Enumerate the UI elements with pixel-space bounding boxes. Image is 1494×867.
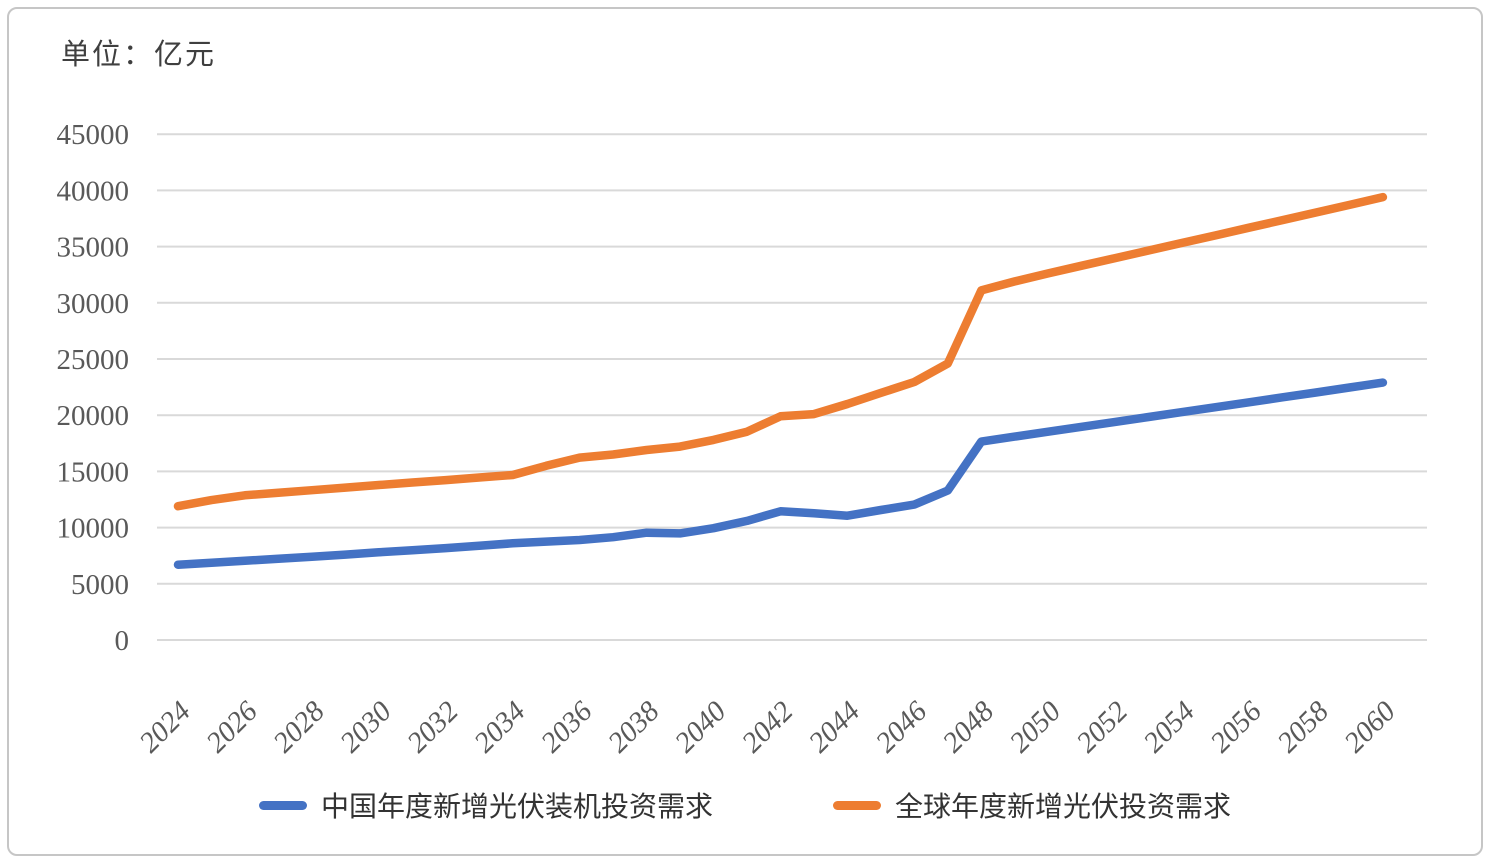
x-axis-tick-label: 2032	[401, 695, 465, 759]
y-axis-tick-label: 25000	[57, 344, 130, 376]
legend-item-china: 中国年度新增光伏装机投资需求	[258, 785, 713, 825]
y-axis-tick-label: 45000	[57, 119, 130, 151]
legend-label-global: 全球年度新增光伏投资需求	[895, 792, 1232, 823]
legend-item-global: 全球年度新增光伏投资需求	[833, 785, 1231, 825]
series-line-0	[173, 378, 1388, 569]
chart-legend: 中国年度新增光伏装机投资需求 全球年度新增光伏投资需求	[9, 785, 1481, 825]
x-axis-tick-label: 2034	[468, 695, 532, 759]
legend-swatch-china	[258, 800, 307, 810]
x-axis-tick-label: 2030	[334, 695, 398, 759]
x-axis-tick-label: 2052	[1070, 695, 1134, 759]
x-axis-tick-label: 2024	[133, 695, 197, 759]
x-axis-tick-label: 2028	[267, 695, 331, 759]
y-axis-tick-label: 30000	[57, 288, 130, 320]
x-axis-tick-label: 2060	[1338, 695, 1402, 759]
y-axis-tick-label: 15000	[57, 456, 130, 488]
x-axis-tick-label: 2058	[1271, 695, 1335, 759]
legend-label-china: 中国年度新增光伏装机投资需求	[320, 792, 713, 823]
x-axis-tick-label: 2026	[200, 695, 264, 759]
chart-card: 单位：亿元 0 5000 10000 15000 20000 25000 30000 3500…	[7, 7, 1483, 856]
y-axis-tick-label: 0	[115, 625, 130, 657]
x-axis-tick-label: 2054	[1137, 695, 1201, 759]
x-axis-tick-label: 2038	[602, 695, 666, 759]
legend-swatch-global	[833, 800, 881, 810]
chart-unit-label: 单位：亿元	[61, 39, 217, 71]
x-axis-tick-label: 2036	[535, 695, 599, 759]
x-axis-tick-label: 2042	[736, 695, 800, 759]
x-axis-tick-label: 2048	[937, 695, 1001, 759]
x-axis-tick-label: 2046	[870, 695, 934, 759]
x-axis-tick-label: 2040	[669, 695, 733, 759]
series-line-1	[173, 192, 1388, 511]
x-axis-tick-label: 2044	[803, 695, 867, 759]
y-axis-tick-label: 20000	[57, 400, 130, 432]
x-axis-tick-label: 2056	[1204, 695, 1268, 759]
line-chart: 0 5000 10000 15000 20000 25000 30000 35000 40000…	[57, 119, 1427, 759]
x-axis-tick-label: 2050	[1004, 695, 1068, 759]
y-axis-tick-label: 35000	[57, 232, 130, 264]
y-axis-tick-label: 40000	[57, 175, 130, 207]
y-axis-tick-label: 5000	[71, 569, 129, 601]
y-axis-tick-label: 10000	[57, 513, 130, 545]
